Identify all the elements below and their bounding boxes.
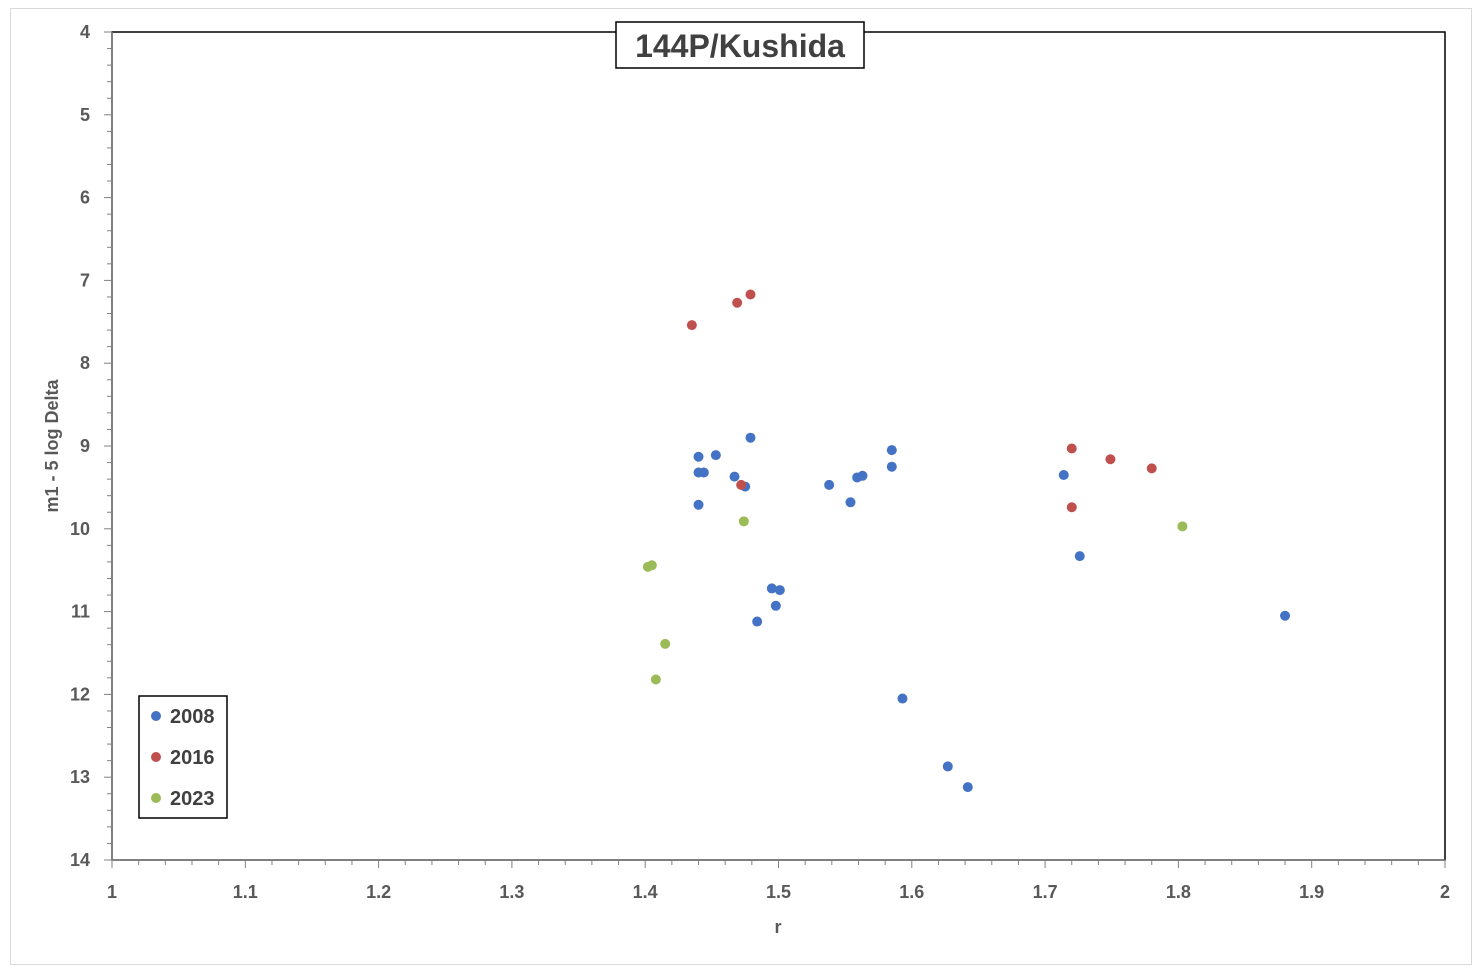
data-point (1058, 469, 1069, 480)
series-2008 (693, 432, 1291, 793)
data-point (1280, 610, 1291, 621)
data-point (1177, 521, 1188, 532)
x-tick-label: 1.6 (899, 882, 924, 902)
chart-title-group: 144P/Kushida (615, 21, 865, 69)
data-point (738, 516, 749, 527)
data-point (650, 674, 661, 685)
series-2023 (642, 516, 1188, 685)
y-tick-label: 13 (70, 767, 90, 787)
legend: 2008 2016 2023 (138, 695, 228, 819)
data-point (1066, 502, 1077, 513)
data-point (698, 467, 709, 478)
x-tick-label: 1.7 (1033, 882, 1058, 902)
data-point (766, 583, 777, 594)
data-point (693, 499, 704, 510)
data-point (942, 761, 953, 772)
data-point (736, 479, 747, 490)
data-point (729, 471, 740, 482)
data-point (732, 297, 743, 308)
data-point (1074, 551, 1085, 562)
series-2016 (686, 289, 1157, 513)
data-point (897, 693, 908, 704)
data-point (646, 560, 657, 571)
x-tick-label: 1 (107, 882, 117, 902)
y-tick-label: 14 (70, 850, 90, 870)
chart-title: 144P/Kushida (635, 28, 845, 64)
chart-frame (10, 8, 1472, 965)
data-point (1105, 454, 1116, 465)
data-point (770, 600, 781, 611)
y-tick-label: 5 (80, 105, 90, 125)
x-axis-title: r (774, 917, 781, 937)
y-tick-label: 8 (80, 353, 90, 373)
legend-marker (151, 752, 161, 762)
x-tick-label: 1.3 (499, 882, 524, 902)
x-tick-label: 1.4 (633, 882, 658, 902)
y-tick-label: 6 (80, 188, 90, 208)
data-point (745, 432, 756, 443)
chart-title-box (615, 21, 865, 69)
plot-border (111, 31, 1446, 861)
legend-label: 2016 (170, 747, 215, 769)
data-point (745, 289, 756, 300)
data-point (1146, 463, 1157, 474)
data-point (824, 479, 835, 490)
x-tick-label: 1.2 (366, 882, 391, 902)
x-tick-label: 1.9 (1299, 882, 1324, 902)
data-point (660, 638, 671, 649)
data-point (774, 585, 785, 596)
x-tick-label: 2 (1440, 882, 1450, 902)
y-tick-label: 9 (80, 436, 90, 456)
y-axis-title: m1 - 5 log Delta (42, 378, 62, 512)
data-point (886, 445, 897, 456)
y-tick-label: 12 (70, 684, 90, 704)
data-point (686, 320, 697, 331)
data-point (886, 461, 897, 472)
y-tick-label: 4 (80, 22, 90, 42)
x-tick-label: 1.5 (766, 882, 791, 902)
data-point (710, 450, 721, 461)
legend-marker (151, 793, 161, 803)
data-point (752, 616, 763, 627)
y-tick-label: 7 (80, 270, 90, 290)
x-tick-label: 1.1 (233, 882, 258, 902)
y-tick-label: 10 (70, 519, 90, 539)
data-points (642, 289, 1291, 793)
data-point (693, 451, 704, 462)
legend-label: 2008 (170, 706, 215, 728)
axes: 1 1.1 1.2 1.3 1.4 1.5 1.6 1.7 1.8 1.9 2 4 5 6 7 8 9 10 11 1… (70, 22, 1450, 902)
y-tick-label: 11 (71, 602, 90, 622)
legend-marker (151, 711, 161, 721)
data-point (845, 497, 856, 508)
legend-label: 2023 (170, 788, 215, 810)
x-tick-label: 1.8 (1166, 882, 1191, 902)
plot-area (111, 31, 1446, 861)
data-point (857, 470, 868, 481)
data-point (962, 782, 973, 793)
data-point (1066, 443, 1077, 454)
